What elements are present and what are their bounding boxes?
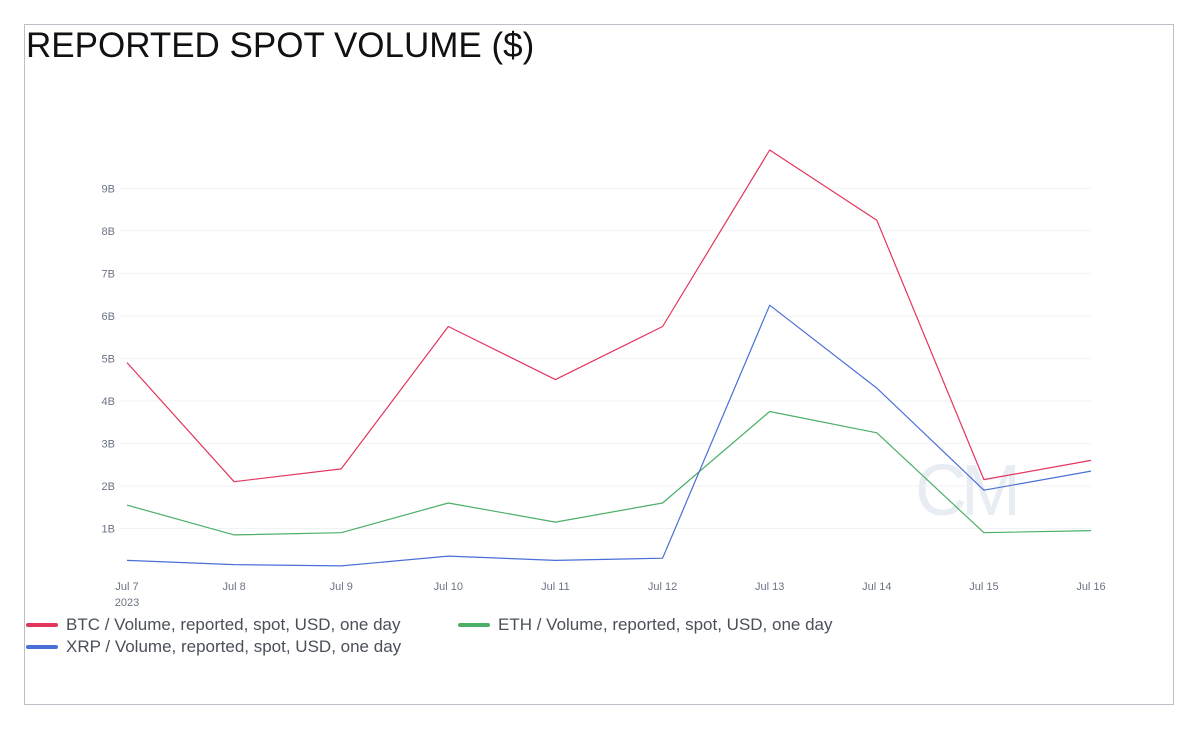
x-tick-label: Jul 11 <box>541 581 570 593</box>
series-line-btc <box>126 149 1092 483</box>
x-tick-label: Jul 12 <box>648 581 677 593</box>
x-tick-label: Jul 14 <box>862 581 891 593</box>
y-axis: 1B 2B 3B 4B 5B 6B 7B 8B 9B <box>102 183 115 535</box>
legend-swatch-eth <box>458 623 490 627</box>
legend-swatch-btc <box>26 623 58 627</box>
legend-label-eth: ETH / Volume, reported, spot, USD, one d… <box>498 615 833 634</box>
x-tick-label: Jul 9 <box>330 581 353 593</box>
legend-label-xrp: XRP / Volume, reported, spot, USD, one d… <box>66 637 402 656</box>
series-lines <box>126 149 1092 567</box>
y-tick-label: 9B <box>102 183 115 195</box>
legend-item-btc[interactable]: BTC / Volume, reported, spot, USD, one d… <box>26 615 401 635</box>
y-tick-label: 7B <box>102 268 115 280</box>
y-tick-label: 3B <box>102 438 115 450</box>
y-tick-label: 8B <box>102 226 115 238</box>
legend-swatch-xrp <box>26 645 58 649</box>
grid-lines <box>120 187 1091 529</box>
x-tick-label: Jul 16 <box>1076 581 1105 593</box>
y-tick-label: 2B <box>102 481 115 493</box>
chart-frame <box>24 24 1174 705</box>
x-tick-label: Jul 8 <box>222 581 245 593</box>
x-tick-label: Jul 7 <box>115 581 138 593</box>
y-tick-label: 4B <box>102 396 115 408</box>
x-tick-label: Jul 13 <box>755 581 784 593</box>
chart-title: REPORTED SPOT VOLUME ($) <box>26 26 535 65</box>
series-line-eth <box>126 410 1092 536</box>
x-axis: Jul 7 Jul 8 Jul 9 Jul 10 Jul 11 Jul 12 Jul 13 J… <box>115 581 1106 609</box>
y-tick-label: 1B <box>102 523 115 535</box>
x-tick-label: Jul 15 <box>969 581 998 593</box>
y-tick-label: 5B <box>102 353 115 365</box>
y-tick-label: 6B <box>102 311 115 323</box>
series-line-xrp <box>126 304 1092 567</box>
x-tick-year-label: 2023 <box>115 597 139 609</box>
legend-item-eth[interactable]: ETH / Volume, reported, spot, USD, one d… <box>458 615 833 635</box>
legend-label-btc: BTC / Volume, reported, spot, USD, one d… <box>66 615 401 634</box>
x-tick-label: Jul 10 <box>434 581 463 593</box>
legend-item-xrp[interactable]: XRP / Volume, reported, spot, USD, one d… <box>26 637 401 657</box>
